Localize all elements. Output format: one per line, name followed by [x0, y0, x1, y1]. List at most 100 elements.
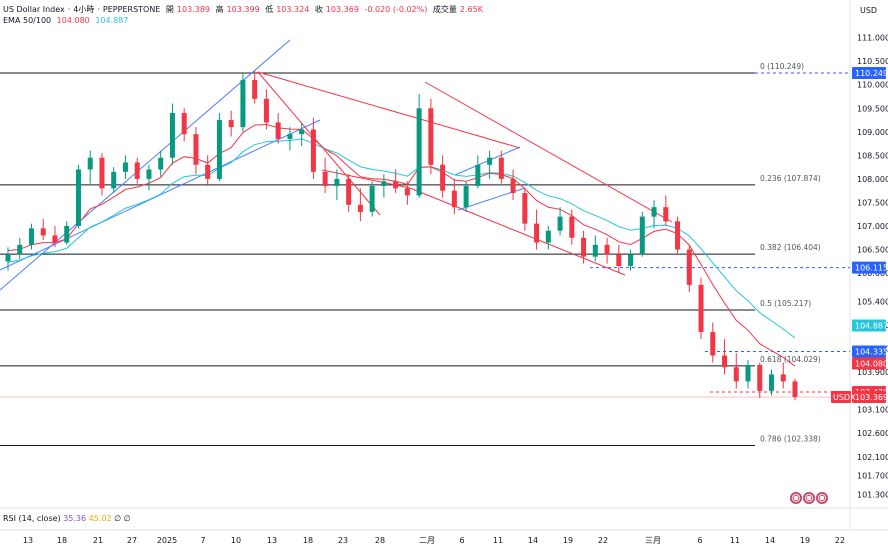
candle-body: [393, 181, 399, 189]
price-tick-label: 107.500: [857, 198, 888, 207]
price-tick-label: 103.100: [857, 406, 888, 415]
price-badge: [852, 357, 886, 370]
time-tick-label: 13: [267, 536, 277, 545]
volume-label: 成交量: [432, 5, 457, 14]
candle-body: [510, 178, 516, 194]
time-tick-label: 28: [375, 536, 385, 545]
ema-legend[interactable]: EMA 50/100 104.080 104.887: [3, 16, 131, 25]
candle-body: [346, 178, 352, 205]
ema100-value: 104.887: [95, 16, 129, 25]
candle-body: [557, 216, 563, 231]
candle-body: [146, 169, 152, 179]
candle-body: [522, 193, 528, 224]
symbol-name[interactable]: US Dollar Index: [3, 5, 65, 14]
price-tick-label: 108.000: [857, 175, 888, 184]
time-tick-label: 27: [127, 536, 137, 545]
candle-body: [651, 207, 657, 217]
blue-channel-upper: [0, 39, 291, 291]
time-tick-label: 11: [730, 536, 740, 545]
chart-header: US Dollar Index · 4小時 · PEPPERSTONE 開 103.389…: [3, 5, 483, 14]
candle-body: [428, 108, 434, 165]
time-tick-label: 14: [528, 536, 538, 545]
price-tick-label: 109.000: [857, 128, 888, 137]
candle-body: [710, 331, 716, 356]
exchange-label: PEPPERSTONE: [102, 5, 161, 14]
open-label: 開: [165, 5, 174, 14]
candle-body: [463, 185, 469, 208]
candle-body: [498, 157, 504, 179]
rsi-value-2: 45.02: [88, 514, 112, 523]
price-tick-label: 102.600: [857, 429, 888, 438]
price-badge-label: 103.369: [855, 393, 888, 402]
candle-body: [216, 120, 222, 179]
time-tick-label: 19: [800, 536, 810, 545]
interval-label[interactable]: 4小時: [73, 5, 95, 14]
candle-body: [158, 157, 164, 170]
red-channel-c: [424, 81, 673, 223]
symbol-badge-label: USDX: [833, 393, 856, 402]
fib-label: 0.786 (102.338): [760, 435, 821, 444]
candle-body: [369, 185, 375, 212]
volume-value: 2.65K: [459, 5, 483, 14]
price-tick-label: 110.500: [857, 57, 888, 66]
price-tick-label: 105.400: [857, 297, 888, 306]
fib-label: 0 (110.249): [760, 62, 804, 71]
price-tick-label: 101.300: [857, 490, 888, 499]
ema50-value: 104.080: [56, 16, 90, 25]
candle-body: [310, 129, 316, 172]
price-badges: 110.249106.115104.887104.335104.080103.4…: [831, 67, 888, 403]
price-tick-label: 108.500: [857, 151, 888, 160]
rsi-legend[interactable]: RSI (14, close) 35.36 45.02 ∅ ∅: [3, 514, 131, 523]
time-tick-label: 2025: [157, 536, 177, 545]
candle-body: [228, 120, 234, 128]
candle-body: [334, 178, 340, 186]
time-tick-label: 19: [563, 536, 573, 545]
candle-body: [122, 162, 128, 172]
candle-body: [181, 112, 187, 135]
candle-body: [169, 112, 175, 158]
time-tick-label: 22: [598, 536, 608, 545]
price-badge-label: 104.887: [855, 322, 888, 331]
time-tick-label: 二月: [419, 536, 435, 545]
candle-body: [381, 181, 387, 186]
high-value: 103.399: [226, 5, 260, 14]
price-badge: [852, 345, 886, 358]
ema-layer: [7, 123, 796, 367]
open-value: 103.389: [176, 5, 211, 14]
candle-body: [75, 169, 81, 227]
candle-body: [52, 235, 58, 243]
candle-body: [299, 129, 305, 135]
candle-body: [205, 164, 211, 179]
candle-body: [487, 157, 493, 165]
chart-lines: [0, 0, 888, 531]
candle-body: [628, 254, 634, 267]
candle-body: [193, 134, 199, 165]
candle-body: [733, 367, 739, 382]
candle-body: [698, 284, 704, 332]
time-tick-label: 18: [57, 536, 67, 545]
ema50-line: [7, 123, 796, 367]
price-badge: [852, 261, 886, 274]
candle-body: [111, 171, 117, 189]
fib-label: 0.382 (106.404): [760, 243, 821, 252]
price-badge-label: 110.249: [855, 69, 888, 78]
price-tick-label: 102.100: [857, 453, 888, 462]
candle-body: [40, 228, 46, 236]
rsi-value-4: ∅: [123, 514, 131, 523]
ema100-line: [7, 138, 796, 339]
candle-body: [240, 80, 246, 128]
time-tick-label: 23: [338, 536, 348, 545]
fib-label: 0.5 (105.217): [760, 299, 811, 308]
time-tick-label: 13: [23, 536, 33, 545]
change-value: -0.020 (-0.02%): [364, 5, 428, 14]
time-axis[interactable]: 13 18 21 27 2025 7 10 13 18 23 28 二月 6 11 14 19 22 三月 6 11 1…: [23, 536, 845, 545]
time-tick-label: 7: [200, 536, 205, 545]
candle-body: [28, 228, 34, 245]
candle-body: [475, 164, 481, 186]
time-tick-label: 21: [93, 536, 103, 545]
price-badge: [852, 67, 886, 79]
fib-label: 0.236 (107.874): [760, 174, 821, 183]
flag-icon: [816, 492, 828, 504]
candle-body: [534, 223, 540, 243]
